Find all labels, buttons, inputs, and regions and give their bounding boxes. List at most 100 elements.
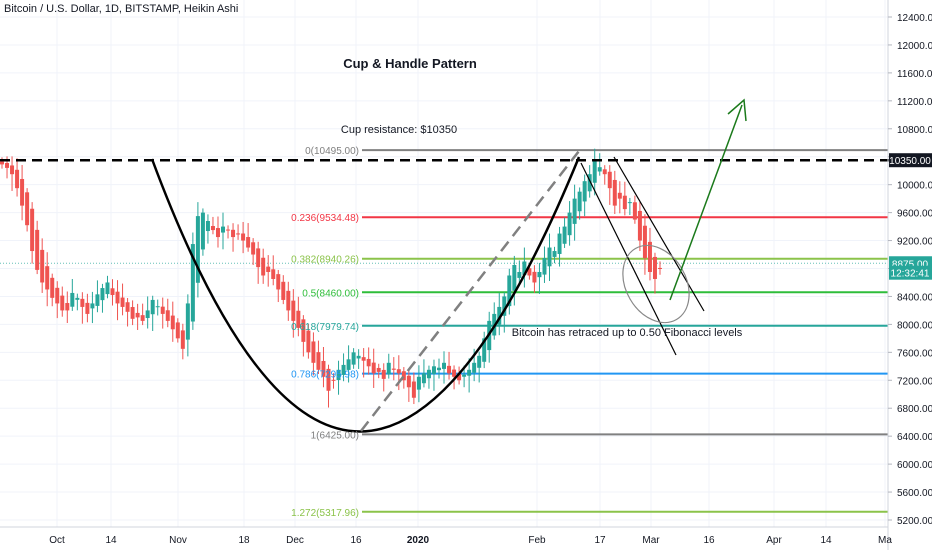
projection-arrow-line [669, 104, 743, 301]
fib-label-0: 0(10495.00) [305, 146, 359, 157]
candle-body [145, 310, 150, 319]
grid [0, 0, 888, 527]
candle-body [522, 261, 527, 275]
candle-body [632, 202, 637, 220]
candle-body [75, 297, 80, 300]
candle-body [467, 369, 472, 376]
candle-body [577, 191, 582, 212]
candle-body [20, 178, 25, 206]
candle-body [180, 330, 185, 349]
candle-body [200, 212, 205, 250]
candle-body [557, 233, 562, 254]
candle-body [15, 169, 20, 189]
candle-body [371, 362, 376, 374]
fibonacci-labels: 0(10495.00) 0.236(9534.48) 0.382(8940.26) 0… [291, 146, 359, 519]
candle-body [60, 295, 65, 311]
price-tick-label: 6400.00 [897, 432, 932, 443]
candle-body [431, 366, 436, 375]
uptrend-dashed-line [360, 150, 580, 432]
candle-body [341, 364, 346, 375]
price-axis[interactable]: 12400.00 12000.00 11600.00 11200.00 10800.00… [887, 0, 932, 550]
candle-body [210, 226, 215, 231]
price-tick-label: 7600.00 [897, 348, 932, 359]
candle-body [215, 228, 220, 238]
candle-body [497, 306, 502, 325]
retrace-annotation: Bitcoin has retraced up to 0.50 Fibonacc… [512, 327, 743, 339]
candle-body [351, 352, 356, 365]
fib-label-0.786: 0.786(7295.98) [291, 370, 359, 381]
price-tick-label: 8400.00 [897, 292, 932, 303]
candle-body [542, 258, 547, 275]
candle-body [602, 169, 607, 175]
candle-body [658, 267, 662, 269]
candle-body [421, 373, 426, 384]
price-tick-label: 12000.00 [897, 41, 932, 52]
time-tick-label: 17 [594, 535, 606, 546]
candle-body [477, 355, 482, 368]
candle-body [406, 375, 411, 388]
time-tick-label: 14 [105, 535, 117, 546]
candle-body [426, 369, 431, 379]
candle-body [622, 195, 627, 210]
price-badge [889, 153, 932, 168]
candle-body [306, 330, 311, 353]
time-tick-label: 18 [238, 535, 250, 546]
time-tick-label: Dec [286, 535, 304, 546]
candle-body [321, 360, 326, 377]
price-tick-label: 9600.00 [897, 209, 932, 220]
candle-body [502, 296, 507, 316]
candle-body [266, 266, 271, 272]
price-badge-label: 10350.00 [889, 156, 931, 167]
candle-body [627, 202, 632, 204]
candle-body [637, 210, 642, 241]
time-tick-label: 14 [820, 535, 832, 546]
candle-body [391, 368, 396, 370]
candle-body [376, 367, 381, 372]
price-tick-label: 11200.00 [897, 97, 932, 108]
candle-body [452, 369, 457, 377]
candle-body [587, 174, 592, 192]
candle-body [226, 229, 231, 231]
candle-body [125, 302, 130, 312]
candle-body [30, 208, 35, 252]
price-tick-label: 6800.00 [897, 404, 932, 415]
price-tick-label: 5200.00 [897, 516, 932, 527]
candle-body [436, 367, 441, 371]
fib-label-0.236: 0.236(9534.48) [291, 213, 359, 224]
candle-body [512, 265, 517, 291]
candle-body [50, 277, 55, 298]
price-tick-label: 5600.00 [897, 488, 932, 499]
candle-body [35, 229, 40, 270]
candle-body [416, 376, 421, 390]
candle-body [401, 371, 406, 381]
candle-body [457, 373, 462, 381]
candle-body [45, 266, 50, 290]
candle-body [527, 268, 532, 276]
price-tick-label: 11600.00 [897, 69, 932, 80]
candle-body [165, 310, 170, 321]
fibonacci-lines [362, 149, 888, 513]
candle-body [110, 288, 115, 296]
candle-body [150, 299, 155, 315]
candle-body [472, 362, 477, 373]
symbol-title: Bitcoin / U.S. Dollar, 1D, BITSTAMP, Hei… [4, 3, 239, 15]
candle-body [301, 319, 306, 342]
candle-body [552, 251, 557, 257]
fib-label-0.618: 0.618(7979.74) [291, 322, 359, 333]
candle-body [291, 300, 296, 321]
candle-body [135, 312, 140, 318]
candle-body [547, 247, 552, 267]
candle-body [105, 282, 110, 295]
handle-channel-upper [613, 156, 705, 312]
candle-body [281, 281, 286, 300]
candle-body [562, 226, 567, 244]
time-tick-label: 2020 [407, 535, 430, 546]
candle-body [592, 160, 597, 183]
candle-body [115, 291, 120, 304]
time-tick-label: 16 [350, 535, 362, 546]
candle-body [40, 249, 45, 283]
time-axis[interactable]: Oct 14 Nov 18 Dec 16 2020 Feb 17 Mar 16 Apr 14 Ma [0, 526, 892, 546]
candle-body [346, 359, 351, 370]
candle-body [532, 271, 537, 283]
